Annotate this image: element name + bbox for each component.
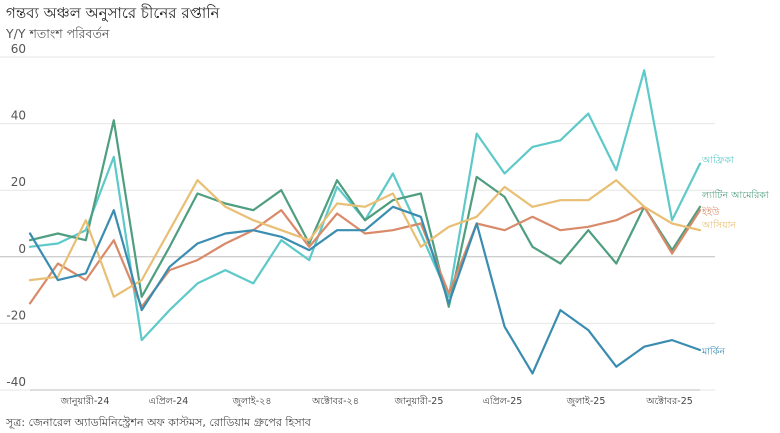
chart-title: গন্তব্য অঞ্চল অনুসারে চীনের রপ্তানি xyxy=(6,4,220,22)
x-tick-label: জুলাই-25 xyxy=(566,395,606,407)
x-tick-label: জুলাই-২৪ xyxy=(231,395,271,407)
chart-subtitle: Y/Y শতাংশ পরিবর্তন xyxy=(6,26,110,41)
y-tick-label: -40 xyxy=(6,375,26,389)
x-tick-label: জানুয়ারী-25 xyxy=(394,394,444,407)
y-tick-label: -20 xyxy=(6,308,26,322)
x-tick-label: অক্টোবর-25 xyxy=(645,395,693,407)
x-tick-label: এপ্রিল-24 xyxy=(149,395,189,407)
series-label: ল্যাটিন আমেরিকা xyxy=(701,188,770,201)
series-line xyxy=(28,119,702,308)
series-line xyxy=(28,205,702,375)
series-line xyxy=(28,69,702,342)
y-tick-label: 40 xyxy=(11,109,26,123)
chart-source: সূত্র: জেনারেল অ্যাডমিনিস্ট্রেশন অফ কাস্… xyxy=(6,416,311,429)
y-axis-ticks: -40 -20 0 20 40 60 xyxy=(6,42,26,389)
series-label: ইইউ xyxy=(701,205,720,218)
x-tick-label: এপ্রিল-25 xyxy=(483,395,523,407)
y-tick-label: 20 xyxy=(11,175,26,189)
series-label: আসিয়ান xyxy=(701,219,737,231)
series-label: আফ্রিকা xyxy=(701,154,735,166)
y-tick-label: 60 xyxy=(11,42,26,56)
x-axis-ticks: জানুয়ারী-24 এপ্রিল-24 জুলাই-২৪ অক্টোবর-২৪ জ… xyxy=(30,389,700,407)
x-tick-label: অক্টোবর-২৪ xyxy=(311,395,359,407)
series-label: মার্কিন xyxy=(701,346,726,358)
x-tick-label: জানুয়ারী-24 xyxy=(60,394,110,407)
series-lines xyxy=(28,69,702,375)
y-tick-label: 0 xyxy=(18,242,26,256)
series-line xyxy=(28,179,702,298)
